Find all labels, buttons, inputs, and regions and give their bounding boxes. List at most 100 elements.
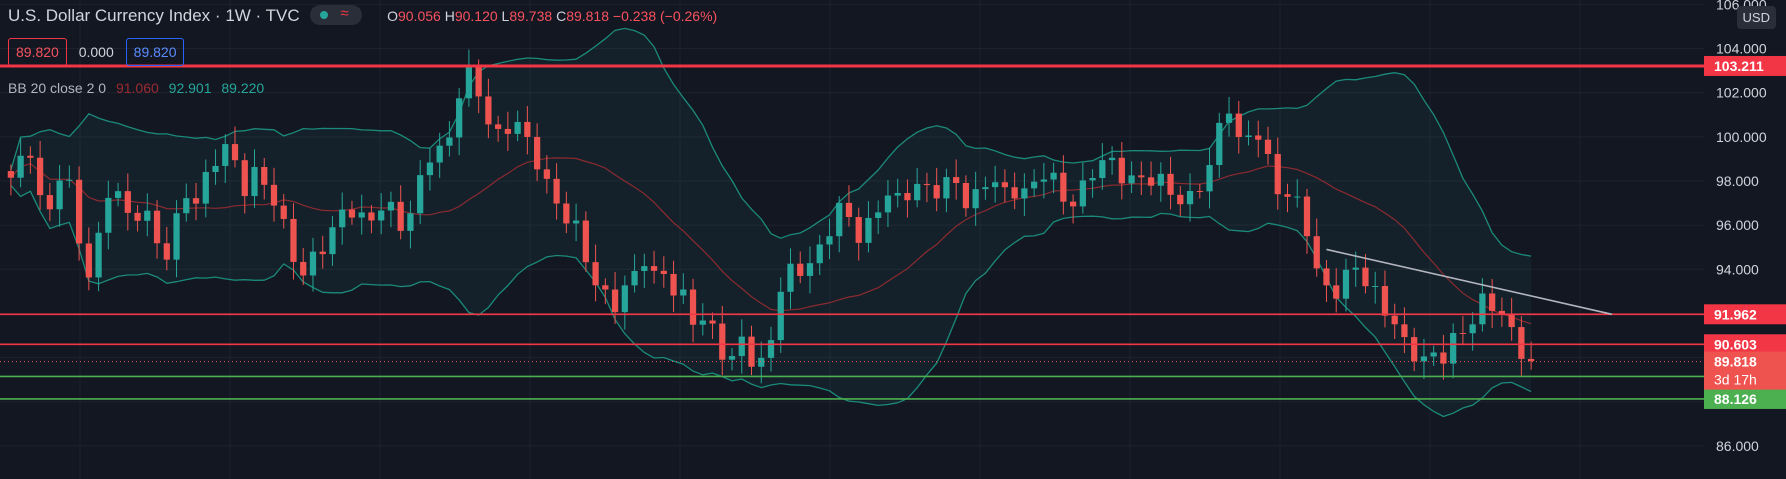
candle-body bbox=[777, 291, 784, 341]
candle-body bbox=[1255, 135, 1262, 140]
bb-lower-value: 89.220 bbox=[221, 80, 265, 96]
candle-body bbox=[1196, 190, 1203, 192]
candle-body bbox=[1459, 332, 1467, 334]
interval-label[interactable]: 1W bbox=[225, 6, 251, 25]
candle-body bbox=[758, 357, 765, 367]
candle-body bbox=[699, 320, 706, 325]
candle-body bbox=[1391, 315, 1398, 325]
candle-body bbox=[1508, 314, 1515, 328]
low-value: 89.738 bbox=[509, 8, 553, 24]
candle-body bbox=[563, 203, 570, 224]
candle-body bbox=[641, 266, 648, 271]
last-price-tag bbox=[1704, 351, 1786, 390]
candle-body bbox=[261, 166, 268, 185]
market-status-pill[interactable]: ≈ bbox=[310, 4, 363, 25]
candle-body bbox=[456, 98, 463, 138]
candle-body bbox=[426, 162, 434, 176]
candle-body bbox=[592, 262, 599, 286]
candle-body bbox=[397, 201, 404, 231]
symbol-title[interactable]: U.S. Dollar Currency Index bbox=[8, 6, 211, 25]
candle-body bbox=[1401, 324, 1408, 338]
candle-body bbox=[1225, 113, 1233, 123]
y-tick-label: 86.000 bbox=[1716, 438, 1759, 454]
candle-body bbox=[933, 185, 940, 199]
candle-body bbox=[495, 124, 502, 129]
candle-body bbox=[1108, 157, 1116, 161]
candle-body bbox=[163, 243, 170, 260]
candle-body bbox=[816, 244, 823, 264]
last-price-label: 89.818 bbox=[1714, 354, 1757, 370]
candle-body bbox=[1489, 293, 1496, 311]
candle-body bbox=[202, 172, 209, 204]
candle-body bbox=[855, 217, 862, 243]
candle-body bbox=[134, 212, 141, 221]
price-level-tag bbox=[1704, 55, 1786, 76]
price-level-tag bbox=[1704, 334, 1786, 355]
candle-body bbox=[943, 177, 950, 199]
candle-body bbox=[914, 183, 921, 201]
candle-body bbox=[1440, 352, 1447, 364]
candle-body bbox=[329, 227, 336, 255]
price-level-label: 91.962 bbox=[1714, 306, 1757, 322]
candle-body bbox=[982, 187, 989, 190]
candle-body bbox=[1303, 196, 1311, 237]
candle-body bbox=[417, 175, 424, 214]
candle-body bbox=[348, 209, 356, 218]
delayed-data-icon: ≈ bbox=[340, 4, 349, 22]
y-tick-label: 104.000 bbox=[1716, 41, 1767, 57]
candle-body bbox=[992, 182, 999, 188]
candle-body bbox=[1147, 177, 1155, 186]
candle-body bbox=[826, 236, 833, 245]
bollinger-legend[interactable]: BB 20 close 2 0 91.060 92.901 89.220 bbox=[8, 80, 264, 96]
candle-body bbox=[1333, 285, 1340, 299]
candle-body bbox=[894, 193, 901, 196]
candle-body bbox=[923, 183, 931, 186]
candle-body bbox=[309, 251, 317, 276]
candle-body bbox=[153, 210, 161, 244]
candle-body bbox=[1206, 165, 1213, 192]
trade-buttons: 89.820 0.000 89.820 bbox=[8, 38, 192, 66]
candle-body bbox=[475, 66, 482, 97]
candle-body bbox=[972, 189, 979, 209]
candle-body bbox=[1001, 182, 1009, 188]
candle-body bbox=[514, 121, 521, 134]
candle-body bbox=[1342, 269, 1350, 299]
candle-body bbox=[836, 202, 843, 237]
candle-body bbox=[241, 160, 248, 197]
buy-button[interactable]: 89.820 bbox=[125, 38, 185, 66]
candle-body bbox=[1079, 180, 1086, 207]
candle-body bbox=[670, 273, 677, 296]
candle-body bbox=[1167, 173, 1174, 195]
candle-body bbox=[319, 251, 326, 255]
candle-body bbox=[611, 289, 619, 313]
candle-body bbox=[270, 184, 278, 206]
candle-body bbox=[173, 213, 180, 260]
candle-body bbox=[504, 128, 511, 134]
bb-basis-value: 91.060 bbox=[115, 80, 159, 96]
candle-body bbox=[1011, 187, 1018, 199]
currency-button[interactable]: USD bbox=[1736, 6, 1776, 29]
candle-body bbox=[7, 171, 14, 178]
candle-body bbox=[1518, 327, 1525, 359]
candle-body bbox=[953, 177, 960, 183]
sell-button[interactable]: 89.820 bbox=[8, 38, 67, 66]
candle-body bbox=[767, 340, 775, 358]
candle-body bbox=[75, 179, 83, 244]
price-level-tag bbox=[1704, 388, 1786, 409]
candle-body bbox=[1528, 358, 1535, 362]
candle-body bbox=[66, 179, 73, 181]
market-open-icon bbox=[320, 10, 329, 19]
price-level-label: 103.211 bbox=[1714, 58, 1764, 74]
candle-body bbox=[192, 198, 200, 204]
y-tick-label: 102.000 bbox=[1716, 85, 1767, 101]
close-value: 89.818 bbox=[566, 8, 610, 24]
change-value: −0.238 (−0.26%) bbox=[612, 8, 718, 24]
candle-body bbox=[1284, 194, 1291, 197]
candle-body bbox=[339, 209, 346, 228]
open-value: 90.056 bbox=[397, 8, 441, 24]
bb-lower-band bbox=[10, 184, 1532, 418]
candle-body bbox=[533, 136, 541, 170]
candle-body bbox=[1186, 190, 1194, 205]
bb-upper-value: 92.901 bbox=[168, 80, 212, 96]
